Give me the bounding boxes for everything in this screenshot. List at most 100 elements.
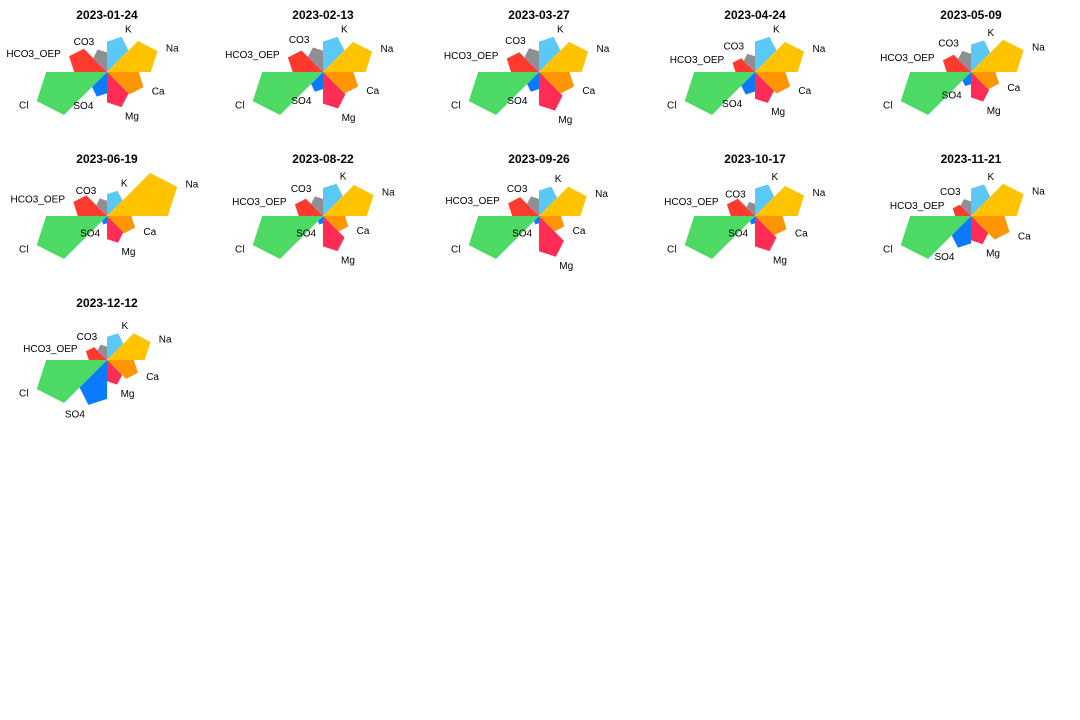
star-segment-na xyxy=(107,41,158,72)
star-segment-k xyxy=(971,40,991,72)
star-segment-hco3-oep xyxy=(952,204,971,216)
axis-label-hco3-oep: HCO3_OEP xyxy=(11,195,66,206)
axis-label-ca: Ca xyxy=(366,86,379,97)
star-segment-hco3-oep xyxy=(85,347,107,360)
axis-label-cl: Cl xyxy=(19,245,28,256)
axis-label-cl: Cl xyxy=(19,389,28,400)
axis-label-k: K xyxy=(122,321,129,332)
panel-title: 2023-05-09 xyxy=(940,8,1002,22)
star-segment-so4 xyxy=(749,216,755,225)
axis-label-cl: Cl xyxy=(883,245,892,256)
star-segment-k xyxy=(323,36,345,72)
axis-label-k: K xyxy=(773,25,780,36)
star-segment-cl xyxy=(252,72,323,115)
axis-label-co3: CO3 xyxy=(723,41,744,52)
axis-label-cl: Cl xyxy=(451,101,460,112)
star-segment-k xyxy=(755,184,775,216)
axis-label-so4: SO4 xyxy=(942,90,962,101)
star-segment-na xyxy=(107,333,151,360)
star-segment-k xyxy=(323,183,343,216)
star-panel: 2023-08-22 K Na Ca Mg SO4 Cl HCO3_OEP CO3 xyxy=(232,152,395,266)
star-segment-na xyxy=(971,183,1024,216)
axis-label-cl: Cl xyxy=(667,245,676,256)
star-segment-mg xyxy=(539,72,563,111)
star-panel: 2023-06-19 K Na Ca Mg SO4 Cl HCO3_OEP CO3 xyxy=(11,152,199,259)
axis-label-na: Na xyxy=(381,44,394,55)
axis-label-co3: CO3 xyxy=(289,35,310,46)
star-segment-na xyxy=(539,186,587,216)
star-segment-na xyxy=(755,185,805,216)
star-panel: 2023-04-24 K Na Ca Mg SO4 Cl HCO3_OEP CO3 xyxy=(667,8,826,118)
star-segment-ca xyxy=(539,216,565,232)
axis-label-ca: Ca xyxy=(1018,231,1031,242)
panel-title: 2023-02-13 xyxy=(292,8,354,22)
star-segment-hco3-oep xyxy=(942,54,971,72)
axis-label-cl: Cl xyxy=(451,245,460,256)
axis-label-ca: Ca xyxy=(798,86,811,97)
star-segment-co3 xyxy=(96,198,107,216)
axis-label-so4: SO4 xyxy=(296,229,316,240)
axis-label-so4: SO4 xyxy=(728,229,748,240)
star-panel: 2023-02-13 K Na Ca Mg SO4 Cl HCO3_OEP CO3 xyxy=(225,8,394,124)
axis-label-co3: CO3 xyxy=(74,37,95,48)
star-segment-co3 xyxy=(743,53,755,72)
star-segment-ca xyxy=(971,216,1010,240)
star-panel: 2023-09-26 K Na Ca Mg SO4 Cl HCO3_OEP CO3 xyxy=(445,152,608,272)
axis-label-co3: CO3 xyxy=(76,186,97,197)
panel-title: 2023-04-24 xyxy=(724,8,786,22)
star-segment-hco3-oep xyxy=(73,195,107,216)
star-segment-k xyxy=(107,190,123,216)
axis-label-hco3-oep: HCO3_OEP xyxy=(880,53,935,64)
star-segment-so4 xyxy=(533,216,539,225)
axis-label-ca: Ca xyxy=(143,227,156,238)
axis-label-k: K xyxy=(988,172,995,183)
star-segment-ca xyxy=(539,72,575,94)
axis-label-so4: SO4 xyxy=(512,229,532,240)
axis-label-na: Na xyxy=(382,188,395,199)
star-segment-so4 xyxy=(527,72,539,92)
axis-label-so4: SO4 xyxy=(722,99,742,110)
star-segment-mg xyxy=(107,360,122,385)
star-segment-co3 xyxy=(97,344,107,360)
axis-label-ca: Ca xyxy=(795,229,808,240)
axis-label-na: Na xyxy=(1032,43,1045,54)
star-panel: 2023-10-17 K Na Ca Mg SO4 Cl HCO3_OEP CO3 xyxy=(664,152,826,266)
panel-title: 2023-09-26 xyxy=(508,152,570,166)
star-segment-na xyxy=(971,39,1024,72)
star-segment-cl xyxy=(900,216,971,259)
axis-label-k: K xyxy=(340,171,347,182)
axis-label-k: K xyxy=(555,174,562,185)
star-segment-ca xyxy=(755,72,791,94)
panel-title: 2023-11-21 xyxy=(941,152,1002,166)
star-segment-hco3-oep xyxy=(287,50,323,72)
axis-label-k: K xyxy=(121,178,128,189)
axis-label-ca: Ca xyxy=(146,372,159,383)
star-segment-mg xyxy=(539,216,564,257)
star-segment-mg xyxy=(971,72,990,102)
star-segment-k xyxy=(107,333,124,360)
star-segment-so4 xyxy=(311,72,323,92)
axis-label-k: K xyxy=(988,28,995,39)
axis-label-mg: Mg xyxy=(122,247,136,258)
star-segment-cl xyxy=(468,72,539,115)
axis-label-na: Na xyxy=(813,44,826,55)
axis-label-mg: Mg xyxy=(559,261,573,272)
star-panel: 2023-03-27 K Na Ca Mg SO4 Cl HCO3_OEP CO3 xyxy=(444,8,610,126)
star-segment-cl xyxy=(36,360,107,403)
star-segment-hco3-oep xyxy=(508,197,539,216)
star-segment-ca xyxy=(107,216,136,234)
star-segment-mg xyxy=(323,72,346,109)
axis-label-k: K xyxy=(772,172,779,183)
panel-title: 2023-06-19 xyxy=(76,152,138,166)
star-segment-k xyxy=(107,36,129,72)
star-segment-co3 xyxy=(524,48,539,72)
axis-label-cl: Cl xyxy=(19,101,28,112)
axis-label-hco3-oep: HCO3_OEP xyxy=(670,55,725,66)
axis-label-hco3-oep: HCO3_OEP xyxy=(664,197,719,208)
star-segment-so4 xyxy=(951,216,971,248)
axis-label-hco3-oep: HCO3_OEP xyxy=(444,51,499,62)
star-segment-cl xyxy=(684,72,755,115)
star-segment-co3 xyxy=(93,49,107,72)
star-segment-na xyxy=(323,185,374,216)
